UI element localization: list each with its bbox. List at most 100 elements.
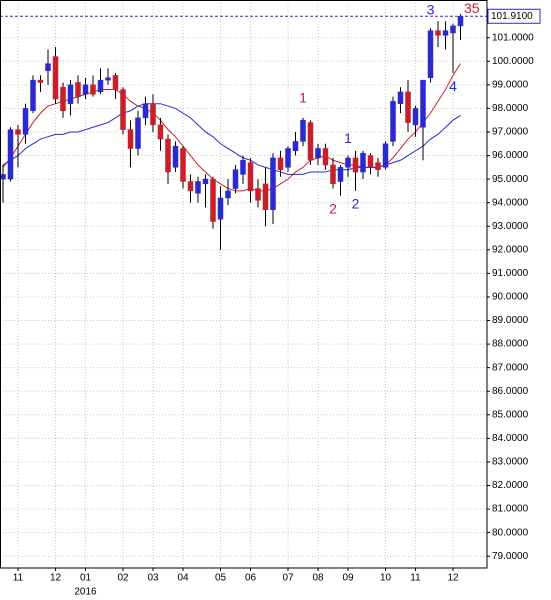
- y-tick-label: 88.0000: [492, 339, 529, 350]
- x-tick-label: 03: [147, 573, 159, 584]
- wave-label: 3: [427, 1, 435, 17]
- candle-body: [225, 190, 231, 199]
- candle-body: [405, 91, 411, 123]
- candle-body: [120, 89, 126, 130]
- candle-body: [270, 157, 276, 211]
- y-tick-label: 96.0000: [492, 150, 529, 161]
- candle-body: [322, 148, 329, 166]
- wave-label: 35: [464, 0, 480, 16]
- x-tick-label: 12: [447, 573, 459, 584]
- candle-body: [232, 169, 239, 189]
- candle-body: [30, 79, 36, 112]
- candle-body: [255, 188, 261, 201]
- wave-label: 4: [449, 78, 457, 94]
- y-tick-label: 83.0000: [492, 457, 529, 468]
- y-tick-label: 80.0000: [492, 527, 529, 538]
- candle-body: [172, 145, 179, 168]
- y-tick-label: 93.0000: [492, 221, 529, 232]
- candle-body: [307, 122, 314, 161]
- candle-body: [315, 148, 321, 159]
- y-tick-label: 90.0000: [492, 292, 529, 303]
- y-tick-label: 101.0000: [492, 32, 534, 43]
- x-tick-label: 12: [50, 573, 62, 584]
- y-tick-label: 99.0000: [492, 79, 529, 90]
- candle-body: [157, 124, 164, 140]
- candle-body: [285, 148, 291, 168]
- candle-body: [412, 108, 419, 126]
- candle-body: [37, 79, 44, 83]
- candle-body: [82, 84, 89, 95]
- y-tick-label: 100.0000: [492, 56, 534, 67]
- candle-body: [300, 119, 306, 142]
- y-tick-label: 85.0000: [492, 409, 529, 420]
- candle-body: [15, 129, 21, 135]
- candle-body: [217, 197, 224, 220]
- candle-body: [52, 56, 59, 100]
- year-label: 2016: [74, 587, 97, 598]
- x-tick-label: 05: [215, 573, 227, 584]
- x-tick-label: 01: [80, 573, 92, 584]
- candle-body: [247, 162, 254, 192]
- candle-body: [397, 91, 404, 104]
- candle-body: [150, 103, 156, 126]
- last-price-label: 101.9100: [491, 11, 533, 22]
- candle-body: [337, 167, 344, 182]
- candle-body: [105, 77, 111, 81]
- candle-body: [45, 63, 51, 71]
- candle-body: [435, 30, 441, 36]
- candle-body: [135, 117, 141, 149]
- candle-body: [277, 157, 284, 170]
- y-tick-label: 91.0000: [492, 268, 529, 279]
- x-tick-label: 10: [380, 573, 392, 584]
- candle-body: [67, 84, 74, 104]
- candle-body: [75, 82, 81, 97]
- candle-body: [442, 30, 449, 36]
- candle-body: [420, 79, 426, 128]
- candle-body: [390, 101, 396, 142]
- wave-label: 1: [344, 130, 352, 146]
- y-tick-label: 84.0000: [492, 433, 529, 444]
- candle-body: [112, 75, 119, 90]
- x-tick-label: 09: [342, 573, 354, 584]
- x-tick-label: 06: [245, 573, 257, 584]
- candle-body: [127, 129, 134, 149]
- candle-body: [165, 138, 171, 173]
- x-tick-label: 08: [312, 573, 324, 584]
- y-tick-label: 86.0000: [492, 386, 529, 397]
- y-tick-label: 94.0000: [492, 197, 529, 208]
- last-price-box: [487, 8, 541, 24]
- candle-body: [142, 103, 149, 119]
- x-tick-label: 02: [117, 573, 129, 584]
- y-tick-label: 87.0000: [492, 362, 529, 373]
- y-tick-label: 81.0000: [492, 504, 529, 515]
- x-tick-label: 04: [177, 573, 189, 584]
- candle-body: [7, 129, 14, 180]
- candle-body: [240, 160, 246, 175]
- candle-body: [360, 152, 366, 173]
- candle-body: [195, 181, 201, 194]
- wave-label: 1: [299, 90, 307, 106]
- candle-body: [450, 25, 456, 34]
- y-tick-label: 92.0000: [492, 244, 529, 255]
- candle-body: [60, 86, 66, 112]
- wave-label: 2: [329, 200, 337, 216]
- candle-body: [330, 164, 336, 185]
- candle-body: [367, 155, 374, 168]
- x-tick-label: 07: [282, 573, 294, 584]
- candle-body: [262, 183, 269, 211]
- candle-body: [352, 157, 359, 173]
- candle-body: [90, 84, 96, 95]
- y-tick-label: 97.0000: [492, 127, 529, 138]
- candle-body: [382, 143, 389, 168]
- plot-frame: [0, 0, 488, 569]
- y-tick-label: 89.0000: [492, 315, 529, 326]
- candle-body: [375, 162, 381, 170]
- y-tick-label: 98.0000: [492, 103, 529, 114]
- candle-body: [187, 181, 194, 192]
- candle-body: [457, 16, 464, 27]
- y-tick-label: 82.0000: [492, 480, 529, 491]
- wave-label: 2: [352, 196, 360, 212]
